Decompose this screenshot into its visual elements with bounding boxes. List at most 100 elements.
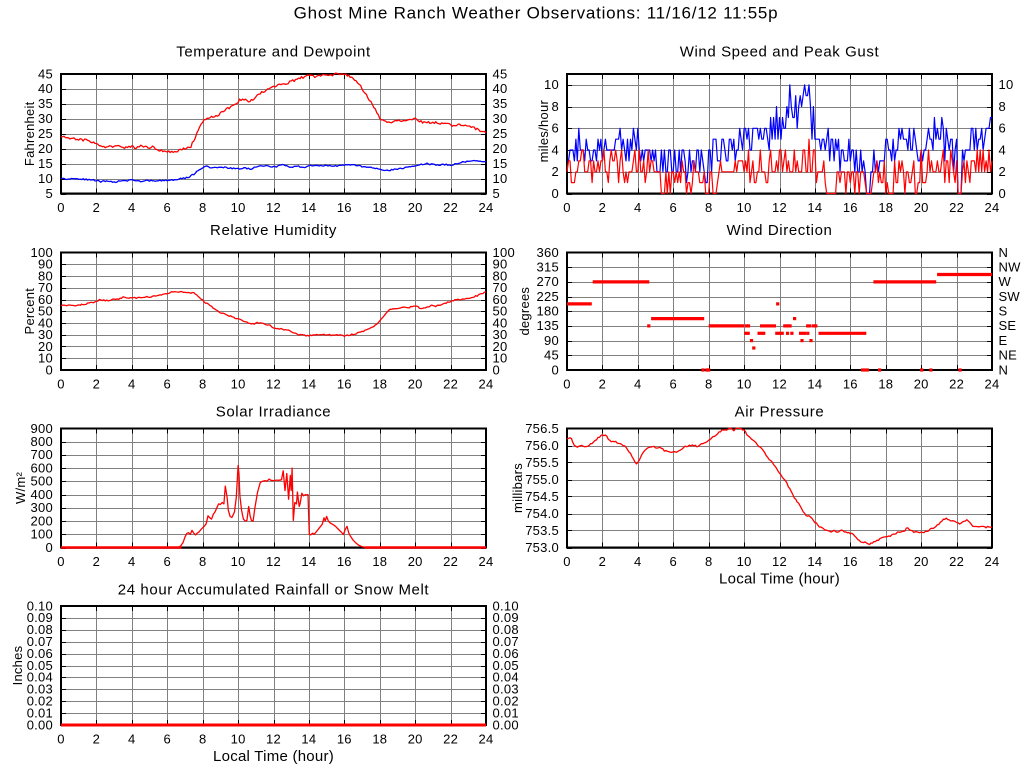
svg-text:5: 5 bbox=[493, 186, 500, 201]
svg-text:10: 10 bbox=[737, 554, 752, 569]
svg-text:10: 10 bbox=[231, 554, 246, 569]
svg-text:0.04: 0.04 bbox=[493, 670, 519, 685]
svg-text:20: 20 bbox=[914, 377, 929, 392]
svg-text:90: 90 bbox=[38, 257, 53, 272]
svg-text:6: 6 bbox=[669, 200, 676, 215]
svg-text:0: 0 bbox=[57, 554, 64, 569]
svg-text:2: 2 bbox=[599, 554, 606, 569]
svg-text:90: 90 bbox=[544, 333, 559, 348]
svg-text:0: 0 bbox=[563, 554, 570, 569]
svg-text:20: 20 bbox=[408, 554, 423, 569]
svg-text:100: 100 bbox=[31, 245, 53, 260]
svg-text:0.01: 0.01 bbox=[27, 705, 53, 720]
svg-text:16: 16 bbox=[337, 732, 352, 747]
svg-text:22: 22 bbox=[949, 200, 964, 215]
svg-text:100: 100 bbox=[31, 527, 53, 542]
svg-text:2: 2 bbox=[552, 164, 559, 179]
svg-text:10: 10 bbox=[493, 351, 508, 366]
svg-text:20: 20 bbox=[408, 200, 423, 215]
svg-text:70: 70 bbox=[38, 280, 53, 295]
svg-text:200: 200 bbox=[31, 513, 53, 528]
svg-text:30: 30 bbox=[493, 111, 508, 126]
svg-text:12: 12 bbox=[772, 554, 787, 569]
svg-text:Relative Humidity: Relative Humidity bbox=[210, 222, 337, 239]
svg-text:6: 6 bbox=[669, 554, 676, 569]
svg-text:4: 4 bbox=[128, 732, 135, 747]
svg-text:0: 0 bbox=[493, 362, 500, 377]
svg-text:6: 6 bbox=[552, 121, 559, 136]
svg-text:22: 22 bbox=[443, 554, 458, 569]
svg-text:0.08: 0.08 bbox=[27, 622, 53, 637]
svg-text:0.01: 0.01 bbox=[493, 705, 519, 720]
svg-text:10: 10 bbox=[737, 200, 752, 215]
svg-text:6: 6 bbox=[163, 554, 170, 569]
svg-text:225: 225 bbox=[537, 289, 559, 304]
svg-text:Local Time (hour): Local Time (hour) bbox=[213, 748, 334, 765]
svg-text:2: 2 bbox=[93, 554, 100, 569]
svg-text:22: 22 bbox=[949, 377, 964, 392]
svg-text:14: 14 bbox=[301, 377, 316, 392]
svg-text:10: 10 bbox=[231, 200, 246, 215]
svg-text:24 hour Accumulated Rainfall o: 24 hour Accumulated Rainfall or Snow Mel… bbox=[118, 581, 430, 598]
svg-text:NW: NW bbox=[999, 260, 1022, 275]
svg-text:18: 18 bbox=[372, 200, 387, 215]
svg-text:45: 45 bbox=[493, 66, 508, 81]
svg-text:4: 4 bbox=[128, 200, 135, 215]
svg-text:40: 40 bbox=[493, 315, 508, 330]
svg-text:SE: SE bbox=[999, 318, 1017, 333]
svg-text:Air Pressure: Air Pressure bbox=[735, 403, 825, 420]
svg-text:0: 0 bbox=[999, 186, 1006, 201]
svg-text:18: 18 bbox=[878, 377, 893, 392]
svg-text:35: 35 bbox=[38, 96, 53, 111]
svg-text:Temperature and Dewpoint: Temperature and Dewpoint bbox=[176, 43, 371, 60]
svg-text:8: 8 bbox=[199, 200, 206, 215]
svg-text:15: 15 bbox=[493, 156, 508, 171]
svg-text:14: 14 bbox=[301, 200, 316, 215]
svg-text:4: 4 bbox=[999, 142, 1006, 157]
svg-text:20: 20 bbox=[493, 339, 508, 354]
svg-text:60: 60 bbox=[38, 292, 53, 307]
svg-text:0.00: 0.00 bbox=[27, 717, 53, 732]
svg-text:12: 12 bbox=[266, 377, 281, 392]
svg-text:18: 18 bbox=[878, 554, 893, 569]
svg-text:10: 10 bbox=[38, 171, 53, 186]
svg-text:30: 30 bbox=[38, 111, 53, 126]
svg-text:0: 0 bbox=[552, 362, 559, 377]
svg-text:8: 8 bbox=[199, 732, 206, 747]
svg-text:20: 20 bbox=[493, 141, 508, 156]
svg-text:22: 22 bbox=[949, 554, 964, 569]
svg-text:12: 12 bbox=[266, 732, 281, 747]
svg-text:45: 45 bbox=[38, 66, 53, 81]
svg-text:Fahrenheit: Fahrenheit bbox=[22, 101, 37, 166]
svg-text:S: S bbox=[999, 304, 1008, 319]
svg-text:2: 2 bbox=[599, 200, 606, 215]
svg-text:18: 18 bbox=[372, 377, 387, 392]
svg-text:14: 14 bbox=[807, 554, 822, 569]
svg-text:80: 80 bbox=[493, 268, 508, 283]
svg-text:8: 8 bbox=[705, 554, 712, 569]
svg-text:18: 18 bbox=[878, 200, 893, 215]
svg-text:24: 24 bbox=[479, 554, 494, 569]
svg-text:16: 16 bbox=[843, 377, 858, 392]
svg-text:5: 5 bbox=[46, 186, 53, 201]
svg-text:4: 4 bbox=[128, 554, 135, 569]
svg-text:6: 6 bbox=[163, 377, 170, 392]
svg-text:0: 0 bbox=[46, 540, 53, 555]
svg-text:14: 14 bbox=[301, 554, 316, 569]
svg-text:0.02: 0.02 bbox=[493, 694, 519, 709]
svg-text:90: 90 bbox=[493, 257, 508, 272]
svg-text:0.10: 0.10 bbox=[493, 598, 519, 613]
svg-text:W: W bbox=[999, 274, 1012, 289]
svg-text:4: 4 bbox=[634, 554, 641, 569]
svg-text:15: 15 bbox=[38, 156, 53, 171]
svg-text:NE: NE bbox=[999, 348, 1018, 363]
svg-text:300: 300 bbox=[31, 500, 53, 515]
svg-text:10: 10 bbox=[231, 732, 246, 747]
svg-text:4: 4 bbox=[128, 377, 135, 392]
svg-text:0: 0 bbox=[57, 377, 64, 392]
svg-text:24: 24 bbox=[479, 732, 494, 747]
svg-text:miles/hour: miles/hour bbox=[536, 100, 551, 163]
svg-text:10: 10 bbox=[231, 377, 246, 392]
svg-text:8: 8 bbox=[705, 200, 712, 215]
svg-text:2: 2 bbox=[93, 732, 100, 747]
